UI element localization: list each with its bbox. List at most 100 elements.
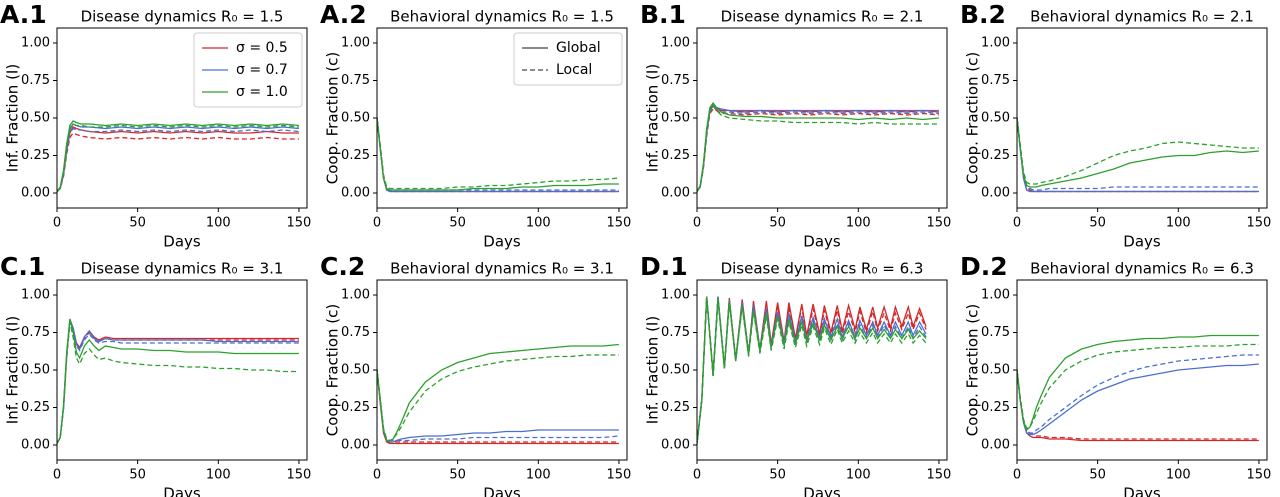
x-tick-label: 50 [449, 468, 466, 483]
x-tick-label: 150 [287, 468, 312, 483]
chart-title: Behavioral dynamics R₀ = 1.5 [390, 8, 614, 26]
panel-label: B.1 [640, 0, 686, 29]
series-line [377, 117, 619, 193]
chart-title: Disease dynamics R₀ = 3.1 [81, 260, 284, 278]
legend-box [193, 32, 303, 108]
y-axis-label: Inf. Fraction (I) [4, 64, 22, 172]
x-tick-label: 150 [1247, 216, 1272, 231]
x-tick-label: 50 [1089, 468, 1106, 483]
x-axis-label: Days [803, 233, 841, 251]
series-line [1017, 369, 1259, 442]
x-tick-label: 0 [373, 216, 381, 231]
y-tick-label: 0.50 [21, 363, 50, 378]
x-axis-label: Days [163, 485, 201, 497]
y-tick-label: 0.50 [21, 111, 50, 126]
y-tick-label: 0.00 [661, 438, 690, 453]
x-tick-label: 50 [769, 216, 786, 231]
series-line [57, 318, 299, 444]
y-tick-label: 1.00 [21, 288, 50, 303]
chart-title: Behavioral dynamics R₀ = 2.1 [1030, 8, 1254, 26]
y-tick-label: 0.50 [661, 363, 690, 378]
x-tick-label: 100 [206, 216, 231, 231]
y-axis-label: Inf. Fraction (I) [644, 316, 662, 424]
series-line [377, 343, 619, 442]
series-line [57, 123, 299, 192]
y-tick-label: 0.00 [341, 438, 370, 453]
panel-label: D.1 [640, 252, 688, 281]
x-axis-label: Days [483, 233, 521, 251]
x-tick-label: 50 [1089, 216, 1106, 231]
y-tick-label: 0.25 [981, 400, 1010, 415]
x-tick-label: 100 [526, 216, 551, 231]
plot-frame [1016, 279, 1268, 461]
panel-label: C.1 [0, 252, 45, 281]
x-tick-label: 50 [129, 468, 146, 483]
series-line [377, 354, 619, 442]
y-tick-label: 0.75 [981, 325, 1010, 340]
x-axis-label: Days [1123, 485, 1161, 497]
series-line [1017, 343, 1259, 430]
plot-frame [696, 27, 948, 209]
y-tick-label: 0.75 [341, 325, 370, 340]
x-tick-label: 0 [1013, 216, 1021, 231]
x-axis-label: Days [1123, 233, 1161, 251]
y-tick-label: 0.00 [661, 186, 690, 201]
chart-title: Disease dynamics R₀ = 1.5 [81, 8, 284, 26]
plot-frame [696, 279, 948, 461]
series-line [1017, 117, 1259, 185]
x-tick-label: 100 [526, 468, 551, 483]
plot-frame [56, 27, 308, 209]
y-tick-label: 0.00 [21, 186, 50, 201]
legend-label: σ = 0.5 [236, 40, 288, 56]
x-tick-label: 100 [846, 468, 871, 483]
chart-title: Disease dynamics R₀ = 2.1 [721, 8, 924, 26]
legend-label: σ = 0.7 [236, 62, 288, 78]
series-line [697, 296, 927, 444]
series-line [377, 369, 619, 443]
y-axis-label: Coop. Fraction (c) [964, 52, 982, 184]
series-line [1017, 117, 1259, 193]
y-axis-label: Coop. Fraction (c) [964, 304, 982, 436]
y-tick-label: 1.00 [981, 288, 1010, 303]
x-tick-label: 100 [846, 216, 871, 231]
y-tick-label: 0.00 [21, 438, 50, 453]
chart-title: Behavioral dynamics R₀ = 6.3 [1030, 260, 1254, 278]
series-line [1017, 369, 1259, 440]
y-axis-label: Coop. Fraction (c) [324, 304, 342, 436]
y-tick-label: 0.50 [661, 111, 690, 126]
y-tick-label: 0.75 [981, 73, 1010, 88]
plot-frame [376, 27, 628, 209]
series-line [697, 104, 939, 192]
y-tick-label: 0.50 [341, 363, 370, 378]
y-tick-label: 0.50 [981, 111, 1010, 126]
x-tick-label: 0 [693, 216, 701, 231]
legend-box [513, 32, 623, 86]
x-tick-label: 100 [206, 468, 231, 483]
series-line [697, 106, 939, 192]
series-line [377, 117, 619, 191]
series-line [1017, 354, 1259, 434]
y-tick-label: 0.00 [341, 186, 370, 201]
plot-frame [1016, 27, 1268, 209]
x-tick-label: 0 [53, 468, 61, 483]
x-tick-label: 0 [693, 468, 701, 483]
x-tick-label: 150 [1247, 468, 1272, 483]
series-line [57, 320, 299, 444]
x-tick-label: 150 [607, 216, 632, 231]
series-line [1017, 363, 1259, 436]
y-tick-label: 0.50 [341, 111, 370, 126]
x-tick-label: 150 [607, 468, 632, 483]
x-tick-label: 50 [769, 468, 786, 483]
series-line [697, 108, 939, 192]
y-tick-label: 0.75 [661, 325, 690, 340]
series-line [57, 127, 299, 192]
y-tick-label: 1.00 [661, 288, 690, 303]
y-tick-label: 1.00 [21, 36, 50, 51]
legend-label: σ = 1.0 [236, 84, 288, 100]
y-axis-label: Inf. Fraction (I) [4, 316, 22, 424]
y-axis-label: Coop. Fraction (c) [324, 52, 342, 184]
y-tick-label: 0.75 [21, 73, 50, 88]
series-line [697, 101, 939, 192]
series-line [57, 132, 299, 192]
